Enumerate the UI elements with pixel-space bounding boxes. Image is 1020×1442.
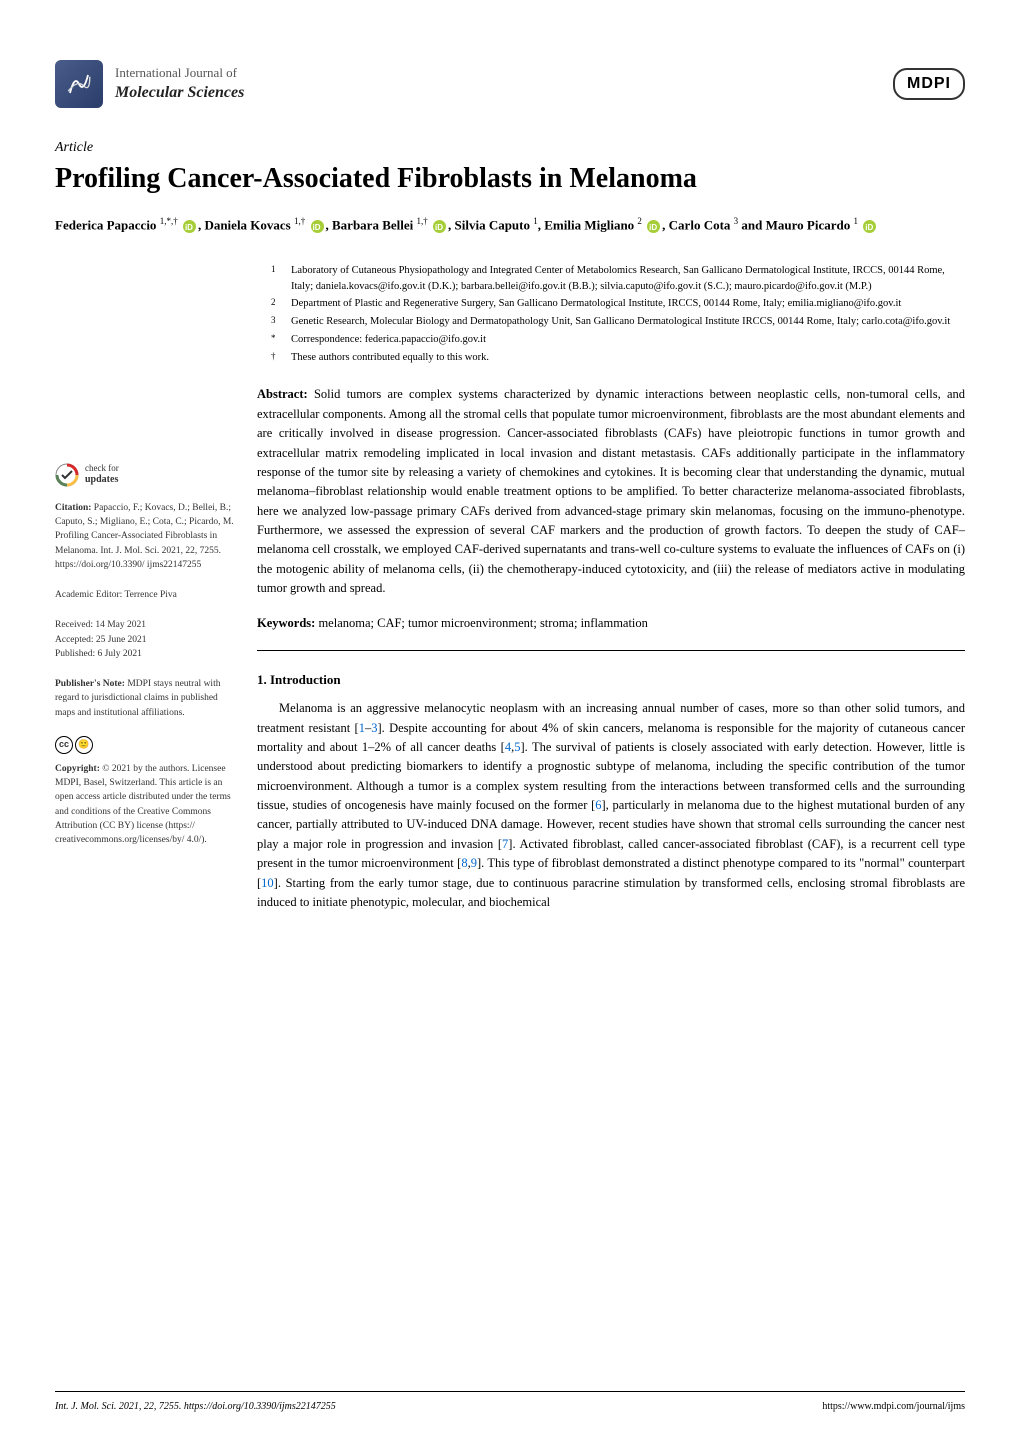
pubnote-label: Publisher's Note: <box>55 679 125 689</box>
section-divider <box>257 650 965 651</box>
footer-url[interactable]: https://www.mdpi.com/journal/ijms <box>822 1400 965 1414</box>
publisher-logo: MDPI <box>893 68 965 100</box>
orcid-icon <box>183 220 196 233</box>
check-line1: check for <box>85 463 119 473</box>
journal-logo: International Journal of Molecular Scien… <box>55 60 244 108</box>
keywords: Keywords: melanoma; CAF; tumor microenvi… <box>257 615 965 633</box>
affiliation-row: *Correspondence: federica.papaccio@ifo.g… <box>271 332 965 348</box>
article-title: Profiling Cancer-Associated Fibroblasts … <box>55 162 965 196</box>
citation-block: Citation: Papaccio, F.; Kovacs, D.; Bell… <box>55 501 235 572</box>
editor-name: Terrence Piva <box>124 590 176 600</box>
orcid-icon <box>433 220 446 233</box>
date-published: Published: 6 July 2021 <box>55 647 235 661</box>
affiliation-row: 2Department of Plastic and Regenerative … <box>271 296 965 312</box>
check-updates-label: check for updates <box>85 464 119 485</box>
affiliation-row: 1Laboratory of Cutaneous Physiopathology… <box>271 263 965 295</box>
journal-supertitle: International Journal of <box>115 64 244 82</box>
footer-citation: Int. J. Mol. Sci. 2021, 22, 7255. https:… <box>55 1400 336 1414</box>
page-footer: Int. J. Mol. Sci. 2021, 22, 7255. https:… <box>55 1391 965 1414</box>
publisher-note-block: Publisher's Note: MDPI stays neutral wit… <box>55 677 235 720</box>
copyright-block: Copyright: © 2021 by the authors. Licens… <box>55 762 235 848</box>
abstract-label: Abstract: <box>257 387 308 401</box>
intro-paragraph: Melanoma is an aggressive melanocytic ne… <box>257 699 965 912</box>
editor-label: Academic Editor: <box>55 590 122 600</box>
journal-icon <box>55 60 103 108</box>
main-column: 1Laboratory of Cutaneous Physiopathology… <box>257 263 965 912</box>
check-updates-badge[interactable]: check for updates <box>55 463 235 487</box>
affiliation-row: 3Genetic Research, Molecular Biology and… <box>271 314 965 330</box>
orcid-icon <box>311 220 324 233</box>
check-line2: updates <box>85 474 118 485</box>
keywords-label: Keywords: <box>257 616 315 630</box>
abstract: Abstract: Solid tumors are complex syste… <box>257 385 965 598</box>
abstract-text: Solid tumors are complex systems charact… <box>257 387 965 595</box>
cc-license-badge: cc 🙂 <box>55 736 235 754</box>
keywords-text: melanoma; CAF; tumor microenvironment; s… <box>318 616 647 630</box>
sidebar: check for updates Citation: Papaccio, F.… <box>55 263 235 912</box>
date-received: Received: 14 May 2021 <box>55 618 235 632</box>
copyright-label: Copyright: <box>55 764 100 774</box>
cc-icon: cc <box>55 736 73 754</box>
dates-block: Received: 14 May 2021 Accepted: 25 June … <box>55 618 235 661</box>
article-type: Article <box>55 138 965 158</box>
orcid-icon <box>863 220 876 233</box>
page-header: International Journal of Molecular Scien… <box>55 60 965 108</box>
author-list: Federica Papaccio 1,*,† , Daniela Kovacs… <box>55 213 965 237</box>
date-accepted: Accepted: 25 June 2021 <box>55 633 235 647</box>
affiliation-row: †These authors contributed equally to th… <box>271 350 965 366</box>
citation-label: Citation: <box>55 503 91 513</box>
orcid-icon <box>647 220 660 233</box>
editor-block: Academic Editor: Terrence Piva <box>55 588 235 602</box>
journal-title: Molecular Sciences <box>115 82 244 104</box>
copyright-text: © 2021 by the authors. Licensee MDPI, Ba… <box>55 764 231 845</box>
check-updates-icon <box>55 463 79 487</box>
affiliations: 1Laboratory of Cutaneous Physiopathology… <box>257 263 965 366</box>
by-icon: 🙂 <box>75 736 93 754</box>
section-title: 1. Introduction <box>257 671 965 689</box>
